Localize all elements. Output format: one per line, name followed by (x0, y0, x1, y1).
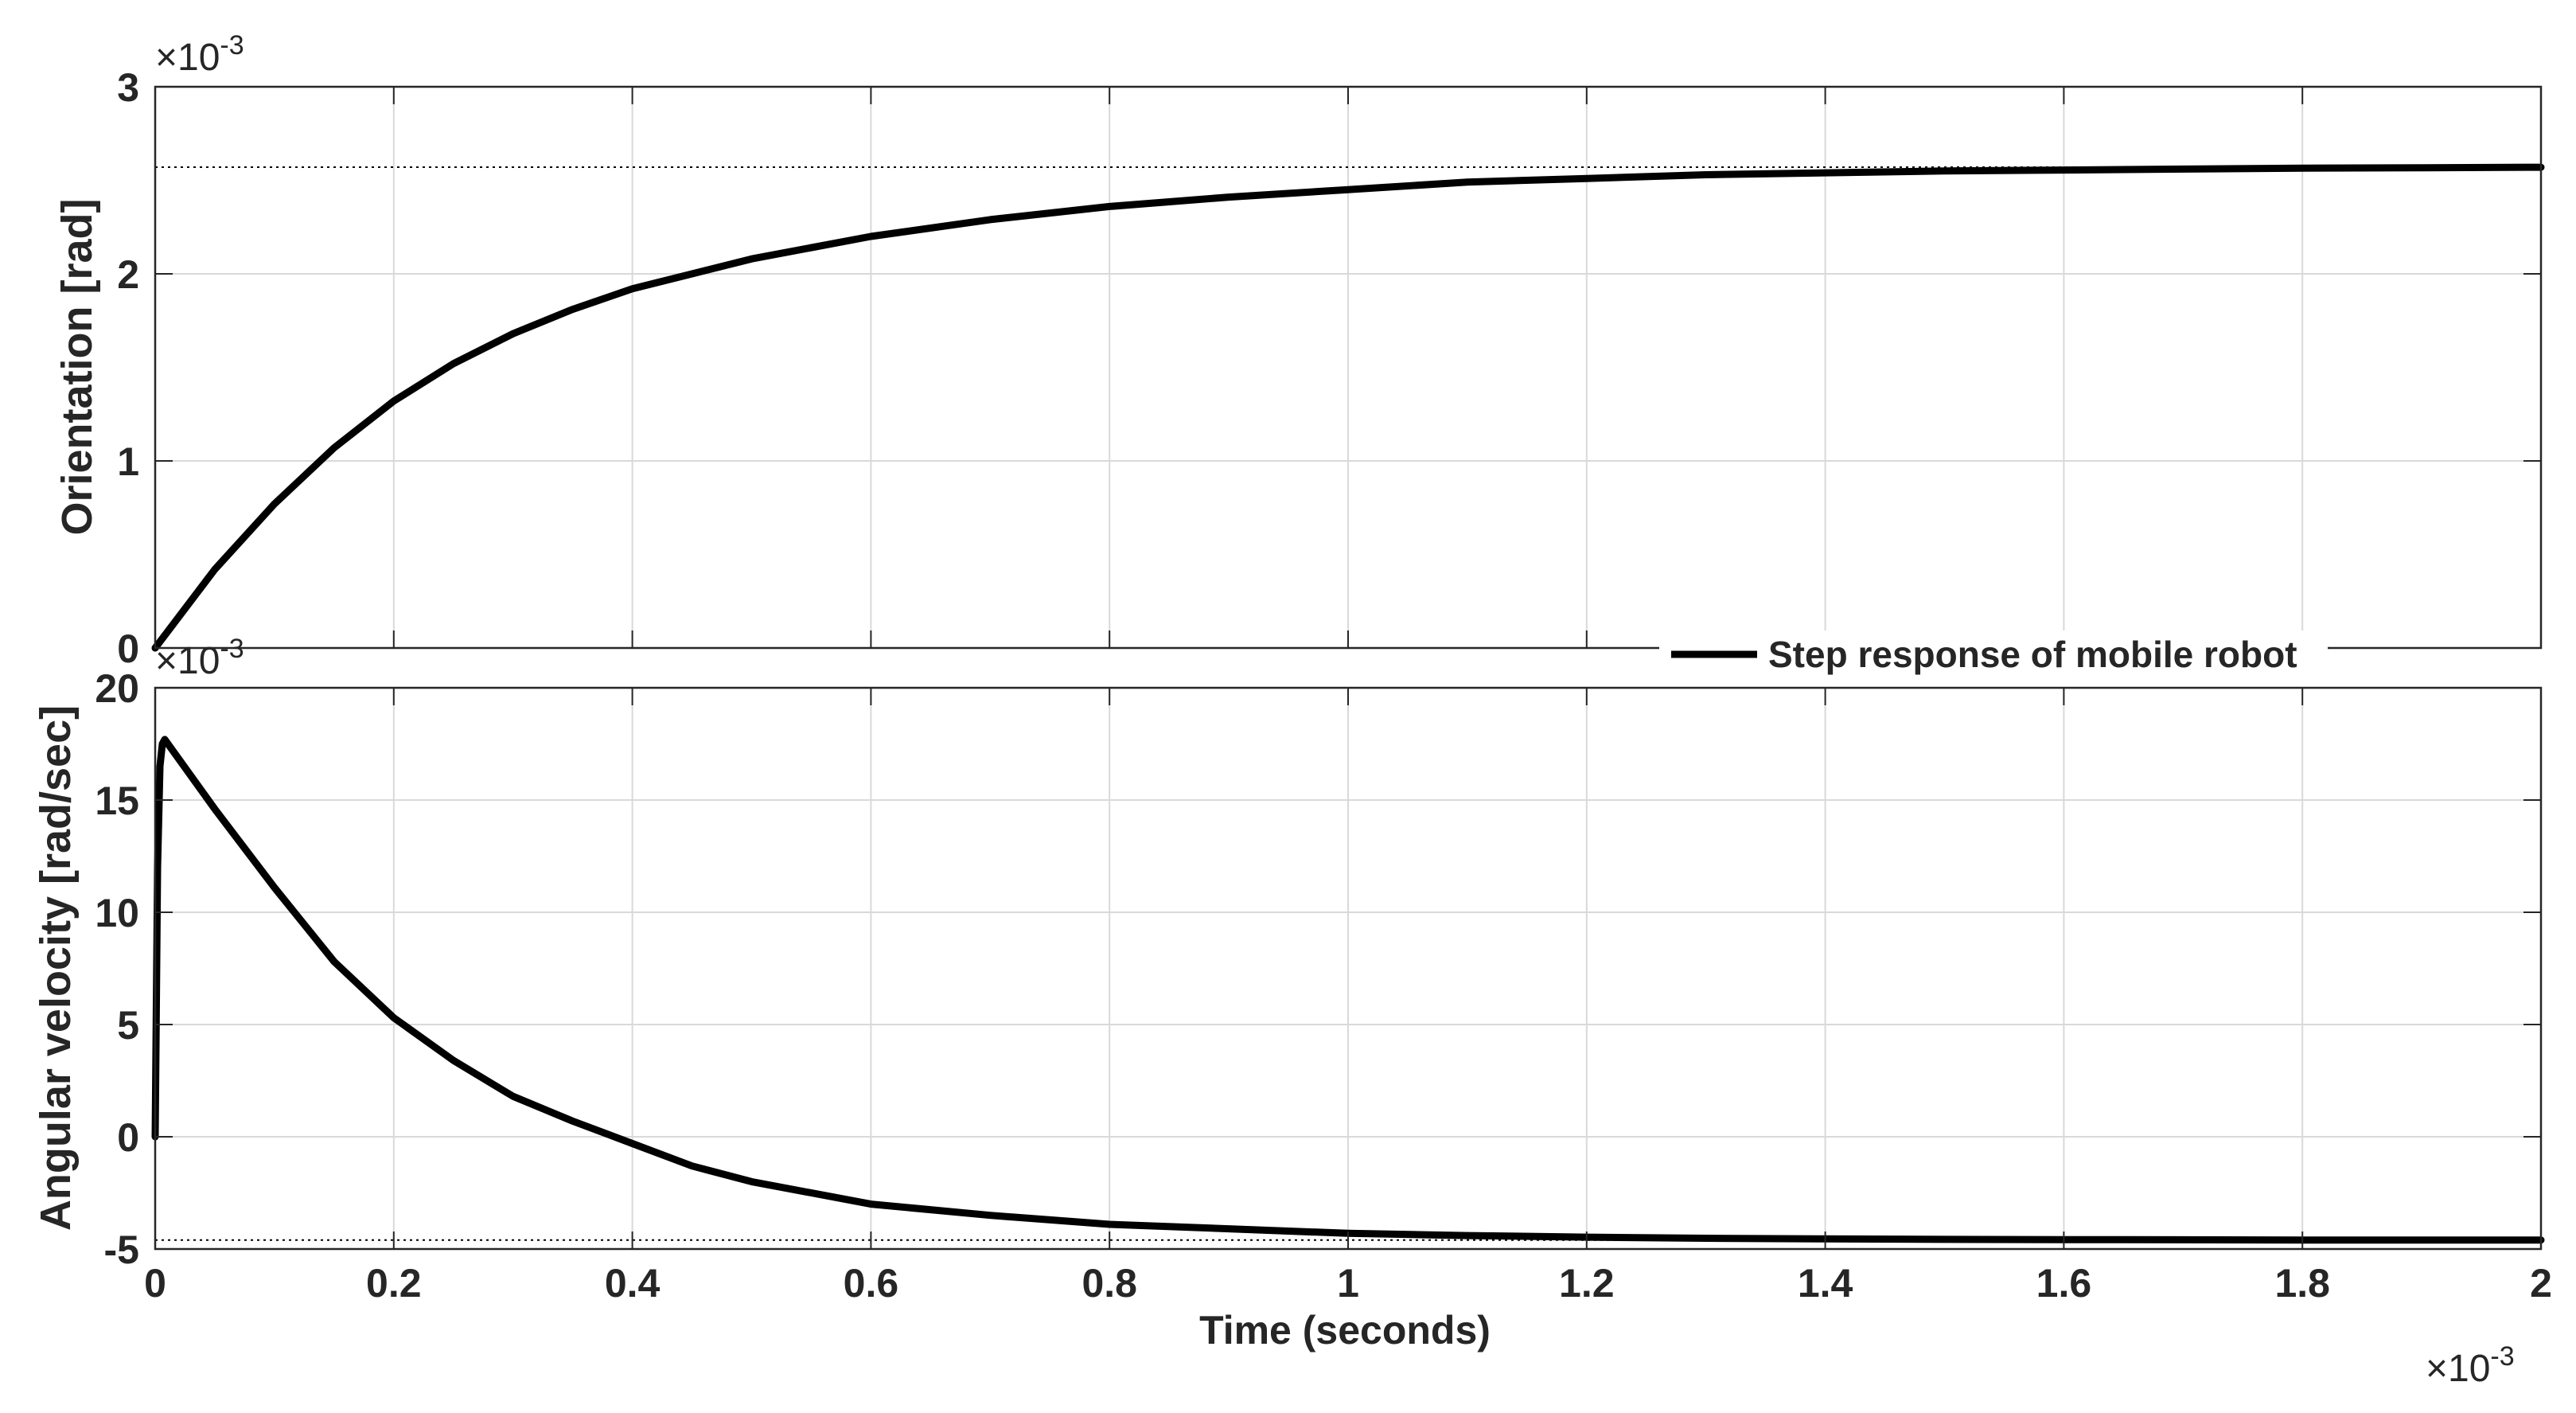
angular-velocity-y-tick-label-5: 20 (95, 666, 139, 711)
angular-velocity-y-axis-label: Angular velocity [rad/sec] (32, 705, 80, 1231)
time-x-tick-label-10: 2 (2530, 1261, 2552, 1306)
angular-velocity-y-tick-label-3: 10 (95, 891, 139, 935)
orientation-y-tick-label-2: 2 (117, 252, 139, 297)
time-x-tick-label-1: 0.2 (366, 1261, 422, 1306)
time-x-tick-label-7: 1.4 (1798, 1261, 1853, 1306)
angular-velocity-ticks (154, 687, 2542, 1250)
orientation-series-line (151, 163, 2545, 652)
orientation-y-tick-label-0: 0 (117, 626, 139, 671)
time-x-exponent: ×10-3 (2426, 1341, 2515, 1390)
orientation-y-tick-label-3: 3 (117, 65, 139, 110)
time-x-tick-labels: 0 0.2 0.4 0.6 0.8 1 1.2 1.4 1.6 1.8 2 (144, 1261, 2552, 1306)
angular-velocity-y-tick-label-4: 15 (95, 779, 139, 823)
angular-velocity-y-tick-labels: -5 0 5 10 15 20 (95, 666, 139, 1272)
angular-velocity-y-exponent: ×10-3 (155, 634, 244, 682)
orientation-y-tick-label-1: 1 (117, 439, 139, 484)
orientation-y-exponent: ×10-3 (155, 30, 244, 79)
time-x-tick-label-5: 1 (1337, 1261, 1359, 1306)
time-x-tick-label-4: 0.8 (1081, 1261, 1137, 1306)
legend-label: Step response of mobile robot (1768, 634, 2297, 675)
time-x-tick-label-6: 1.2 (1559, 1261, 1615, 1306)
time-x-tick-label-9: 1.8 (2274, 1261, 2330, 1306)
time-x-tick-label-8: 1.6 (2036, 1261, 2092, 1306)
angular-velocity-y-tick-label-0: -5 (104, 1228, 139, 1272)
orientation-y-axis-label: Orientation [rad] (53, 198, 101, 535)
orientation-plot: 0 1 2 3 ×10-3 Orientation [rad] (53, 30, 2545, 671)
angular-velocity-grid (155, 688, 2541, 1249)
time-x-axis-label: Time (seconds) (1199, 1308, 1491, 1352)
legend: Step response of mobile robot (1659, 630, 2328, 678)
angular-velocity-series-line (151, 736, 2545, 1244)
time-x-tick-label-0: 0 (144, 1261, 166, 1306)
time-x-tick-label-3: 0.6 (844, 1261, 899, 1306)
angular-velocity-y-tick-label-1: 0 (117, 1115, 139, 1160)
time-x-tick-label-2: 0.4 (605, 1261, 661, 1306)
legend-box (1659, 630, 2328, 678)
orientation-y-tick-labels: 0 1 2 3 (117, 65, 139, 671)
angular-velocity-y-tick-label-2: 5 (117, 1003, 139, 1048)
